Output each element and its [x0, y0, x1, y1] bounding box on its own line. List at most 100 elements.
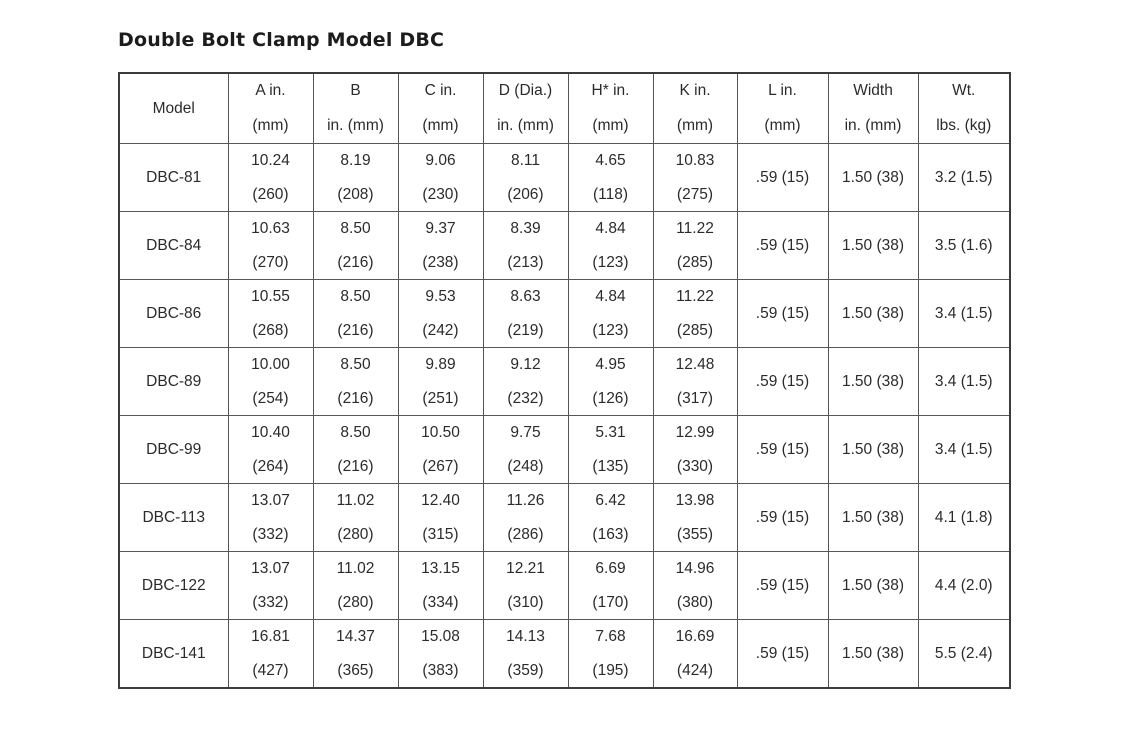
cell-c: 9.06 (230)	[397, 143, 484, 212]
cell-model: DBC-99	[118, 415, 229, 484]
header-line2: (mm)	[422, 116, 459, 134]
value-mm: (332)	[252, 593, 289, 611]
cell-k: 12.99 (330)	[652, 415, 738, 484]
value-mm: (380)	[676, 593, 714, 611]
value-inches: 8.50	[340, 356, 371, 373]
table-row: DBC-141 16.81 (427) 14.37 (365) 15.08 (383) 14.…	[118, 619, 1011, 689]
cell-a: 16.81 (427)	[227, 619, 314, 689]
value-inches: 10.24	[251, 152, 290, 169]
value-combined: 3.2 (1.5)	[934, 168, 993, 186]
table-row: DBC-84 10.63 (270) 8.50 (216) 9.37 (238) 8.39 (2…	[118, 211, 1011, 280]
value-inches: 8.19	[340, 152, 371, 169]
cell-h: 5.31 (135)	[567, 415, 654, 484]
cell-l: .59 (15)	[736, 143, 829, 212]
value-inches: 8.50	[340, 220, 371, 237]
cell-a: 10.55 (268)	[227, 279, 314, 348]
value-inches: 16.81	[251, 628, 290, 645]
value-inches: 10.40	[251, 424, 290, 441]
cell-k: 10.83 (275)	[652, 143, 738, 212]
cell-k: 13.98 (355)	[652, 483, 738, 552]
header-line1: H* in.	[591, 82, 630, 99]
model-name: DBC-84	[146, 236, 202, 254]
header-line1: D (Dia.)	[498, 82, 553, 99]
header-line1: L in.	[768, 82, 797, 99]
cell-w: 1.50 (38)	[827, 483, 919, 552]
value-mm: (206)	[507, 185, 544, 203]
value-mm: (208)	[337, 185, 374, 203]
value-combined: 3.4 (1.5)	[934, 372, 993, 390]
cell-h: 4.95 (126)	[567, 347, 654, 416]
cell-l: .59 (15)	[736, 347, 829, 416]
value-inches: 9.89	[425, 356, 456, 373]
value-inches: 9.53	[425, 288, 456, 305]
value-mm: (427)	[252, 661, 289, 679]
header-label: Model	[152, 99, 195, 117]
value-mm: (251)	[422, 389, 459, 407]
value-mm: (280)	[337, 593, 374, 611]
cell-b: 11.02 (280)	[312, 551, 399, 620]
value-combined: 1.50 (38)	[841, 508, 905, 526]
page-title: Double Bolt Clamp Model DBC	[118, 29, 445, 51]
value-combined: .59 (15)	[755, 372, 810, 390]
value-mm: (270)	[252, 253, 289, 271]
value-mm: (213)	[507, 253, 544, 271]
value-inches: 8.39	[510, 220, 541, 237]
value-mm: (248)	[507, 457, 544, 475]
cell-wt: 4.4 (2.0)	[917, 551, 1011, 620]
model-name: DBC-113	[142, 508, 206, 526]
value-inches: 9.75	[510, 424, 541, 441]
header-line2: (mm)	[252, 116, 289, 134]
cell-a: 13.07 (332)	[227, 551, 314, 620]
value-combined: 5.5 (2.4)	[934, 644, 993, 662]
value-inches: 11.02	[336, 492, 375, 509]
cell-b: 14.37 (365)	[312, 619, 399, 689]
cell-w: 1.50 (38)	[827, 551, 919, 620]
cell-c: 12.40 (315)	[397, 483, 484, 552]
column-header-wt: Wt. lbs. (kg)	[917, 72, 1011, 144]
cell-model: DBC-89	[118, 347, 229, 416]
cell-b: 8.19 (208)	[312, 143, 399, 212]
value-combined: .59 (15)	[755, 508, 810, 526]
cell-wt: 3.4 (1.5)	[917, 279, 1011, 348]
cell-l: .59 (15)	[736, 551, 829, 620]
cell-d: 8.39 (213)	[482, 211, 569, 280]
cell-d: 14.13 (359)	[482, 619, 569, 689]
cell-h: 6.69 (170)	[567, 551, 654, 620]
value-inches: 10.63	[251, 220, 290, 237]
value-mm: (315)	[422, 525, 459, 543]
value-mm: (170)	[592, 593, 629, 611]
model-name: DBC-141	[141, 644, 206, 662]
value-inches: 9.06	[425, 152, 456, 169]
cell-w: 1.50 (38)	[827, 279, 919, 348]
cell-b: 11.02 (280)	[312, 483, 399, 552]
value-combined: 4.1 (1.8)	[934, 508, 993, 526]
value-inches: 11.22	[676, 220, 714, 237]
value-mm: (267)	[422, 457, 459, 475]
cell-model: DBC-81	[118, 143, 229, 212]
column-header-k: K in. (mm)	[652, 72, 738, 144]
value-inches: 6.42	[595, 492, 626, 509]
value-mm: (332)	[252, 525, 289, 543]
value-inches: 15.08	[421, 628, 460, 645]
cell-l: .59 (15)	[736, 483, 829, 552]
cell-h: 7.68 (195)	[567, 619, 654, 689]
value-mm: (268)	[252, 321, 289, 339]
cell-wt: 3.5 (1.6)	[917, 211, 1011, 280]
cell-model: DBC-141	[118, 619, 229, 689]
value-combined: 1.50 (38)	[841, 576, 905, 594]
header-line2: (mm)	[676, 116, 714, 134]
value-inches: 13.07	[251, 560, 290, 577]
value-mm: (334)	[422, 593, 459, 611]
value-mm: (219)	[507, 321, 544, 339]
cell-a: 10.00 (254)	[227, 347, 314, 416]
table-row: DBC-99 10.40 (264) 8.50 (216) 10.50 (267) 9.75 (…	[118, 415, 1011, 484]
value-inches: 10.50	[421, 424, 460, 441]
cell-b: 8.50 (216)	[312, 347, 399, 416]
table-row: DBC-122 13.07 (332) 11.02 (280) 13.15 (334) 12.…	[118, 551, 1011, 620]
cell-k: 11.22 (285)	[652, 279, 738, 348]
column-header-c: C in. (mm)	[397, 72, 484, 144]
cell-a: 10.40 (264)	[227, 415, 314, 484]
value-mm: (216)	[337, 457, 374, 475]
